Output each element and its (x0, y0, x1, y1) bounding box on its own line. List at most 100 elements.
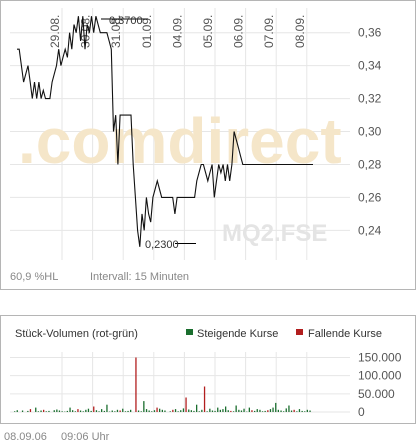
exchange-label-watermark: MQ2.FSE (222, 220, 327, 247)
volume-bar (285, 408, 287, 412)
volume-bar (53, 410, 55, 412)
volume-bar (248, 407, 250, 412)
volume-bar (111, 410, 113, 412)
volume-y-tick-label: 0 (358, 405, 365, 419)
volume-bar (93, 406, 95, 412)
volume-bar (301, 410, 303, 412)
volume-bar (79, 410, 82, 412)
volume-bar (293, 409, 295, 412)
legend-falling-swatch (296, 329, 303, 335)
volume-bar (114, 411, 116, 412)
volume-bar (161, 409, 163, 412)
volume-bar (45, 411, 47, 412)
volume-bar (177, 411, 179, 412)
volume-title: Stück-Volumen (rot-grün) (15, 328, 138, 340)
x-tick-label: 01.09. (140, 15, 154, 48)
volume-bar (180, 410, 182, 412)
volume-bar (164, 410, 166, 412)
volume-bar (288, 405, 290, 412)
price-series-line (17, 16, 313, 247)
volume-bar (188, 409, 190, 412)
volume-bar (137, 410, 140, 412)
volume-bar (219, 409, 221, 412)
high-annotation: 0,3700 (109, 15, 143, 27)
volume-bar (306, 409, 308, 412)
volume-y-axis-ticks: 150.000 100.000 50.000 0 (358, 350, 402, 419)
volume-bar (116, 409, 119, 412)
volume-bar (211, 410, 214, 412)
volume-bar (130, 409, 132, 412)
low-annotation: 0,2300 (145, 239, 179, 251)
price-y-axis-ticks: 0,36 0,34 0,32 0,30 0,28 0,26 0,24 (358, 26, 382, 238)
volume-bar (66, 410, 68, 412)
volume-panel-frame (0, 315, 416, 424)
volume-y-tick-label: 50.000 (358, 387, 395, 401)
interval-label: Intervall: 15 Minuten (90, 271, 189, 283)
volume-bar (159, 408, 161, 412)
volume-bar (90, 410, 92, 412)
volume-bar (190, 410, 192, 412)
volume-bar (256, 409, 258, 412)
volume-bar (16, 410, 18, 412)
volume-bar (40, 410, 42, 412)
volume-bar (290, 410, 293, 412)
volume-bar (140, 411, 142, 412)
volume-bar (230, 410, 232, 412)
volume-grid (10, 352, 350, 413)
volume-bar (254, 410, 256, 412)
volume-bar (127, 410, 129, 412)
volume-bar (267, 410, 269, 412)
volume-bar (151, 411, 153, 412)
volume-bar (43, 409, 45, 412)
volume-bar (119, 410, 121, 412)
volume-bar (193, 410, 195, 412)
volume-bar (58, 410, 61, 412)
volume-bar (14, 411, 16, 412)
volume-bar (77, 409, 79, 412)
volume-bar (169, 411, 171, 412)
volume-bar (238, 409, 240, 412)
volume-time-label: 09:06 Uhr (61, 431, 110, 443)
y-tick-label: 0,32 (358, 92, 382, 106)
x-tick-label: 29.08. (48, 15, 62, 48)
volume-bar (98, 411, 100, 412)
volume-bar (35, 407, 37, 412)
price-grid (10, 8, 350, 260)
volume-bar (203, 386, 206, 412)
volume-bar (298, 409, 301, 412)
legend-falling-label: Fallende Kurse (308, 328, 382, 340)
volume-bar (243, 408, 245, 412)
x-tick-label: 04.09. (170, 15, 184, 48)
volume-bar (153, 410, 156, 412)
volume-bar (103, 410, 105, 412)
volume-y-tick-label: 150.000 (358, 350, 402, 364)
y-tick-label: 0,28 (358, 157, 382, 171)
volume-bar (143, 401, 145, 412)
volume-bar (275, 402, 277, 412)
volume-bar (185, 397, 187, 412)
x-tick-label: 08.09. (293, 15, 307, 48)
volume-bar (95, 410, 98, 412)
volume-bar (56, 409, 58, 412)
volume-bar (251, 410, 253, 412)
volume-bar (309, 410, 311, 412)
volume-bar (122, 408, 124, 412)
volume-bar (222, 409, 224, 412)
volume-bar (283, 411, 285, 412)
x-tick-label: 31.08. (109, 15, 123, 48)
volume-bar (135, 357, 137, 412)
volume-bar (296, 411, 298, 412)
x-tick-label: 07.09. (262, 15, 276, 48)
volume-bar (74, 411, 76, 412)
volume-bar (145, 409, 148, 412)
legend-rising-swatch (186, 329, 193, 335)
volume-bar (21, 410, 24, 412)
y-tick-label: 0,24 (358, 223, 382, 237)
volume-bar (148, 410, 150, 412)
percent-hl-label: 60,9 %HL (10, 271, 58, 283)
volume-date-label: 08.09.06 (4, 431, 47, 443)
volume-bar (72, 410, 74, 412)
volume-bar (61, 411, 63, 412)
volume-bar (82, 411, 84, 412)
